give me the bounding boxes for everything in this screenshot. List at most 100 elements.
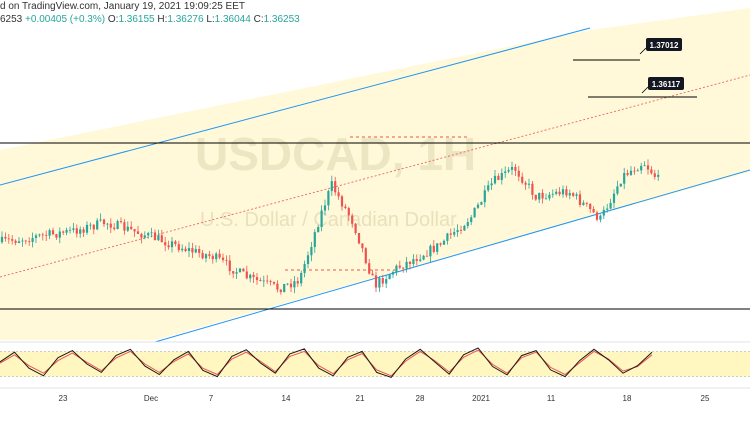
candle-body [629, 170, 633, 175]
candle-body [191, 248, 194, 253]
candle-body [507, 169, 510, 172]
candle-body [62, 231, 65, 233]
chart-header: d on TradingView.com, January 19, 2021 1… [0, 0, 750, 30]
candle-body [167, 245, 170, 248]
candle-body [245, 271, 248, 279]
candle-body [616, 186, 619, 194]
candle-body [408, 261, 412, 264]
candle-body [626, 172, 629, 175]
candle-body [198, 249, 201, 253]
close-value: 1.36253 [263, 14, 300, 25]
last-price: 6253 [0, 14, 23, 25]
x-tick-label: 18 [623, 394, 632, 403]
candle-body [28, 241, 31, 243]
candle-body [289, 283, 293, 288]
candle-body [211, 255, 214, 260]
candle-body [402, 267, 405, 269]
candle-body [395, 265, 398, 272]
channel-lower-line [154, 169, 750, 343]
candle-body [255, 277, 259, 281]
annotation-box [646, 38, 682, 51]
candle-body [130, 226, 133, 230]
watermark-description: U.S. Dollar / Canadian Dollar [200, 209, 457, 231]
candle-body [589, 203, 592, 210]
candle-body [272, 281, 276, 284]
candle-body [201, 252, 204, 259]
candle-body [643, 165, 646, 167]
candle-body [24, 240, 27, 242]
candle-body [313, 232, 316, 248]
candle-body [561, 189, 565, 195]
candle-body [344, 206, 347, 209]
candle-body [361, 243, 364, 249]
candle-body [119, 221, 123, 223]
candle-body [238, 268, 242, 273]
candle-body [337, 192, 340, 197]
candle-body [334, 181, 337, 193]
candle-body [623, 172, 626, 184]
candle-body [612, 193, 616, 203]
candle-body [633, 170, 636, 172]
candle-body [92, 224, 95, 230]
candle-body [470, 217, 473, 223]
candle-body [388, 274, 391, 280]
candle-body [133, 229, 136, 232]
candle-body [327, 191, 330, 206]
candle-body [45, 234, 48, 236]
candle-body [102, 219, 106, 225]
candle-body [215, 253, 218, 260]
candle-body [419, 259, 422, 261]
open-value: 1.36155 [118, 14, 155, 25]
candle-body [262, 280, 265, 282]
candle-body [436, 243, 439, 252]
candle-body [578, 194, 582, 205]
candle-body [75, 228, 78, 234]
candle-body [483, 190, 486, 203]
candle-body [351, 215, 354, 224]
candle-body [582, 202, 585, 205]
candle-body [106, 223, 109, 225]
symbol-watermark: USDCAD, 1H U.S. Dollar / Canadian Dollar [195, 128, 476, 231]
channel-and-levels [0, 27, 750, 343]
annotation-pointer [639, 47, 647, 55]
channel-upper-line [0, 27, 591, 186]
candle-body [636, 170, 639, 172]
candle-body [456, 230, 459, 233]
high-label: H: [157, 14, 168, 25]
candle-body [415, 259, 418, 261]
candle-body [204, 254, 208, 259]
candle-body [72, 228, 75, 230]
candle-body [558, 191, 561, 195]
candle-body [541, 192, 544, 199]
x-tick-label: 28 [416, 394, 425, 403]
candle-body [534, 194, 537, 200]
candle-body [473, 207, 476, 218]
candle-body [340, 196, 344, 207]
x-tick-label: 25 [701, 394, 710, 403]
candle-body [34, 235, 38, 238]
candle-body [592, 209, 595, 213]
x-tick-label: 7 [209, 394, 214, 403]
candle-body [242, 268, 245, 272]
candle-body [466, 222, 469, 226]
candle-body [293, 281, 296, 288]
candle-body [374, 275, 378, 288]
candle-body [572, 193, 575, 196]
candle-body [252, 274, 255, 278]
candle-body [147, 233, 150, 236]
candle-body [306, 255, 310, 265]
candle-body [317, 227, 320, 233]
candle-body [378, 278, 381, 288]
candle-body [653, 173, 656, 177]
ohlc-line: 6253 +0.00405 (+0.3%) O:1.36155 H:1.3627… [0, 14, 300, 25]
candle-body [504, 171, 507, 173]
candle-body [41, 234, 44, 236]
candle-body [170, 241, 174, 248]
candle-body [96, 220, 99, 230]
candle-body [429, 245, 432, 257]
candle-body [354, 223, 357, 233]
stochastic-band [0, 351, 750, 377]
x-tick-label: 14 [282, 394, 291, 403]
candle-body [650, 169, 653, 174]
